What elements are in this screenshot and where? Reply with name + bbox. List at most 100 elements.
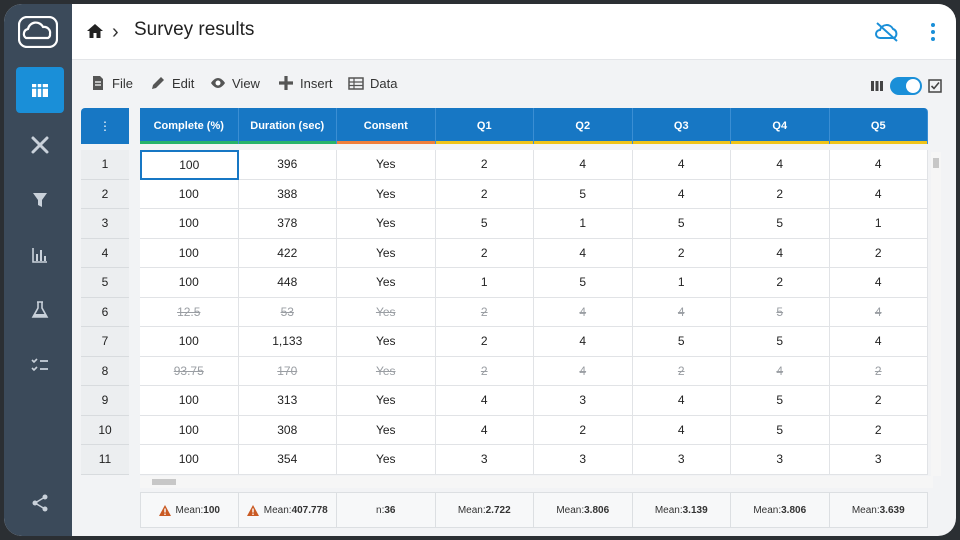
scroll-thumb[interactable] [933, 158, 939, 168]
table-cell[interactable]: 313 [238, 386, 337, 416]
table-cell[interactable]: 448 [238, 268, 337, 298]
row-number[interactable]: 3 [81, 209, 129, 239]
table-cell[interactable]: 1 [632, 268, 731, 298]
table-cell[interactable]: 354 [238, 445, 337, 475]
table-cell[interactable]: 100 [140, 209, 239, 239]
row-number[interactable]: 7 [81, 327, 129, 357]
table-cell[interactable]: Yes [337, 238, 436, 268]
summary-cell[interactable]: Mean: 3.639 [829, 492, 928, 528]
insert-menu[interactable]: Insert [278, 75, 333, 91]
table-cell[interactable]: Yes [337, 415, 436, 445]
table-cell[interactable]: 4 [829, 179, 928, 209]
table-cell[interactable]: Yes [337, 179, 436, 209]
table-cell[interactable]: 2 [829, 356, 928, 386]
table-cell[interactable]: 4 [829, 150, 928, 180]
summary-cell[interactable]: Mean: 3.806 [731, 492, 830, 528]
table-cell[interactable]: 2 [632, 356, 731, 386]
column-header[interactable]: Q2 [534, 108, 633, 144]
table-cell[interactable]: 4 [731, 238, 830, 268]
table-cell[interactable]: 4 [731, 150, 830, 180]
table-cell[interactable]: 4 [632, 150, 731, 180]
table-cell[interactable]: 308 [238, 415, 337, 445]
table-cell[interactable]: 100 [140, 386, 239, 416]
table-cell[interactable]: 5 [731, 327, 830, 357]
table-cell[interactable]: 422 [238, 238, 337, 268]
table-cell[interactable]: 5 [632, 209, 731, 239]
table-cell[interactable]: 4 [534, 356, 633, 386]
table-cell[interactable]: 100 [140, 445, 239, 475]
table-cell[interactable]: 5 [731, 415, 830, 445]
table-cell[interactable]: 2 [829, 386, 928, 416]
data-menu[interactable]: Data [348, 75, 397, 91]
table-cell[interactable]: Yes [337, 327, 436, 357]
columns-icon[interactable] [870, 79, 884, 93]
table-cell[interactable]: 2 [829, 415, 928, 445]
checkbox-icon[interactable] [928, 79, 942, 93]
table-cell[interactable]: Yes [337, 445, 436, 475]
table-cell[interactable]: 2 [435, 150, 534, 180]
summary-cell[interactable]: Mean: 3.139 [632, 492, 731, 528]
view-toggle[interactable] [890, 77, 922, 95]
table-cell[interactable]: 2 [435, 297, 534, 327]
sidebar-item-filter[interactable] [16, 177, 64, 223]
table-cell[interactable]: 4 [632, 179, 731, 209]
home-icon[interactable] [86, 22, 104, 40]
column-header[interactable]: Q5 [829, 108, 928, 144]
column-header[interactable]: Complete (%) [140, 108, 239, 144]
sidebar-item-share[interactable] [16, 480, 64, 526]
table-cell[interactable]: 2 [534, 415, 633, 445]
table-cell[interactable]: 4 [534, 150, 633, 180]
table-cell[interactable]: 2 [632, 238, 731, 268]
column-header[interactable]: Q4 [731, 108, 830, 144]
table-cell[interactable]: 3 [829, 445, 928, 475]
row-number[interactable]: 11 [81, 445, 129, 475]
table-cell[interactable]: 53 [238, 297, 337, 327]
row-number[interactable]: 2 [81, 179, 129, 209]
table-cell[interactable]: 5 [731, 297, 830, 327]
table-cell[interactable]: 2 [435, 179, 534, 209]
vertical-scrollbar[interactable] [931, 152, 941, 476]
summary-cell[interactable]: Mean: 2.722 [435, 492, 534, 528]
edit-menu[interactable]: Edit [150, 75, 194, 91]
table-cell[interactable]: 100 [140, 179, 239, 209]
table-cell[interactable]: 3 [534, 386, 633, 416]
horizontal-scrollbar[interactable] [140, 476, 933, 488]
sidebar-item-transform[interactable] [16, 122, 64, 168]
row-number[interactable]: 4 [81, 238, 129, 268]
table-cell[interactable]: 4 [632, 386, 731, 416]
column-header[interactable]: Consent [337, 108, 436, 144]
table-cell[interactable]: 2 [435, 327, 534, 357]
table-cell[interactable]: 3 [731, 445, 830, 475]
table-cell[interactable]: 4 [829, 268, 928, 298]
table-cell[interactable]: 5 [534, 268, 633, 298]
table-cell[interactable]: 3 [534, 445, 633, 475]
table-cell[interactable]: 4 [435, 415, 534, 445]
sidebar-item-data-grid[interactable] [16, 67, 64, 113]
table-cell[interactable]: 100 [140, 238, 239, 268]
table-cell[interactable]: 396 [238, 150, 337, 180]
summary-cell[interactable]: Mean: 3.806 [534, 492, 633, 528]
grid-menu-button[interactable]: ⋮ [81, 108, 129, 144]
row-number[interactable]: 9 [81, 386, 129, 416]
table-cell[interactable]: Yes [337, 356, 436, 386]
table-cell[interactable]: 3 [435, 445, 534, 475]
sidebar-item-charts[interactable] [16, 232, 64, 278]
summary-cell[interactable]: n: 36 [337, 492, 436, 528]
table-cell[interactable]: 100 [140, 415, 239, 445]
table-cell[interactable]: 5 [435, 209, 534, 239]
row-number[interactable]: 5 [81, 268, 129, 298]
table-cell[interactable]: 4 [829, 327, 928, 357]
table-cell[interactable]: 2 [435, 238, 534, 268]
table-cell[interactable]: Yes [337, 268, 436, 298]
table-cell[interactable]: 5 [731, 386, 830, 416]
table-cell[interactable]: 4 [534, 238, 633, 268]
table-cell[interactable]: 2 [731, 179, 830, 209]
table-cell[interactable]: Yes [337, 209, 436, 239]
table-cell[interactable]: 4 [829, 297, 928, 327]
table-cell[interactable]: 378 [238, 209, 337, 239]
table-cell[interactable]: 388 [238, 179, 337, 209]
scroll-thumb[interactable] [152, 479, 176, 485]
view-menu[interactable]: View [210, 75, 260, 91]
more-options-icon[interactable] [930, 22, 936, 42]
table-cell[interactable]: 4 [534, 327, 633, 357]
